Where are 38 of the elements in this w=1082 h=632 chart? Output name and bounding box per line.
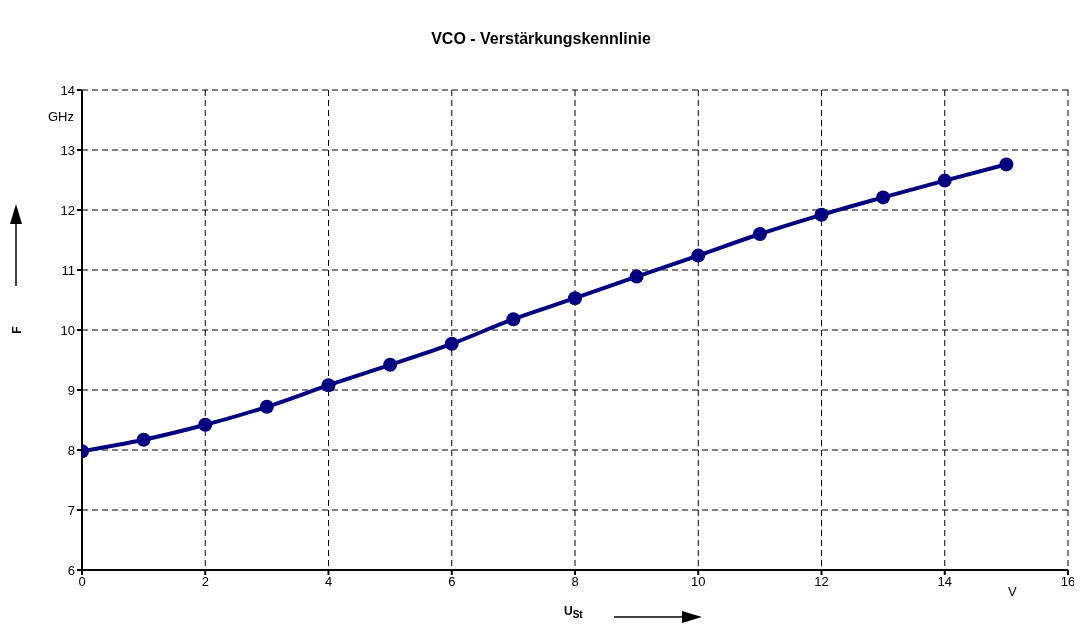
- point: [814, 207, 829, 222]
- point: [568, 291, 582, 306]
- x-tick-label: 10: [691, 574, 706, 590]
- point: [259, 399, 274, 414]
- point: [136, 432, 151, 447]
- chart-title: VCO - Verstärkungskennlinie: [430, 30, 652, 48]
- text: V: [1008, 584, 1017, 599]
- point: [752, 227, 767, 241]
- x-tick-label: 2: [201, 574, 209, 590]
- x-axis-title: U$_{St}$: [564, 604, 583, 621]
- y-tick-label: 6: [67, 562, 75, 578]
- y-tick-label: 10: [60, 322, 75, 338]
- point: [876, 190, 891, 205]
- x-tick-label: 16: [1060, 574, 1076, 590]
- point: [999, 157, 1014, 172]
- y-tick-label: 7: [67, 502, 75, 518]
- point: [506, 312, 521, 327]
- point: [629, 269, 644, 284]
- point: [198, 417, 213, 432]
- y-axis-title: F: [10, 325, 25, 336]
- y-tick-label: 8: [67, 442, 75, 458]
- point: [691, 248, 706, 263]
- y-tick-label: 12: [60, 202, 75, 218]
- x-tick-label: 14: [937, 574, 952, 590]
- x-tick-label: 6: [448, 574, 456, 590]
- x-tick-label: 12: [814, 574, 829, 590]
- y-tick-label: 9: [67, 382, 75, 398]
- x-tick-label: 4: [324, 574, 333, 590]
- point: [444, 336, 459, 351]
- x-tick-label: 8: [571, 574, 579, 590]
- y-tick-label: 13: [60, 142, 75, 158]
- point: [937, 173, 952, 188]
- y-tick-label: 11: [61, 262, 75, 278]
- x-tick-label: 0: [78, 574, 86, 590]
- text: GHz: [48, 109, 74, 124]
- point: [321, 378, 336, 393]
- point: [383, 357, 398, 372]
- y-tick-label: 14: [60, 82, 75, 98]
